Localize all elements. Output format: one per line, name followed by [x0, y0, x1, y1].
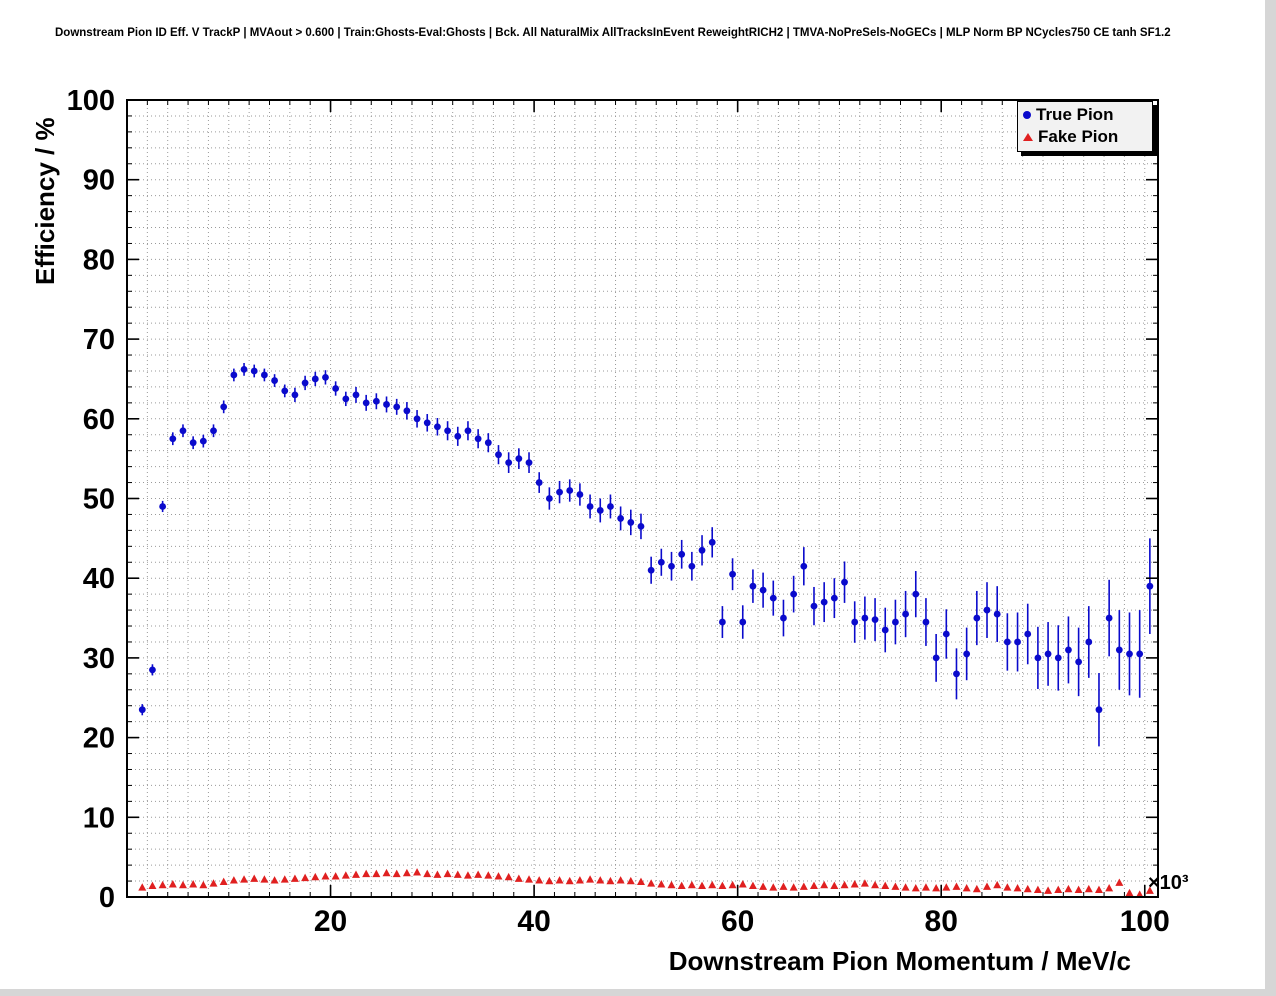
- y-tick-label: 80: [83, 244, 115, 276]
- y-tick-label: 100: [67, 85, 115, 117]
- canvas-bevel-right: [1265, 0, 1276, 996]
- true-pion-points: [138, 363, 1154, 747]
- y-tick-label: 50: [83, 484, 115, 516]
- y-tick-label: 0: [99, 882, 115, 914]
- y-tick-label: 20: [83, 723, 115, 755]
- legend: True Pion Fake Pion: [1017, 101, 1153, 152]
- y-tick-label: 70: [83, 324, 115, 356]
- y-tick-label: 60: [83, 404, 115, 436]
- true-pion-marker-icon: [1023, 111, 1031, 119]
- x-tick-label: 100: [1120, 905, 1170, 938]
- fake-pion-marker-icon: [1023, 133, 1033, 141]
- tick-labels: 0 10 20 30 40 50 60 70 80 90 100 20 40 60 80 100: [67, 85, 1170, 938]
- x-tick-label: 60: [721, 905, 754, 938]
- y-tick-label: 30: [83, 643, 115, 675]
- fake-pion-points: [138, 868, 1154, 897]
- x-axis-multiplier: ×10³: [1148, 872, 1189, 894]
- x-tick-label: 40: [517, 905, 550, 938]
- y-axis-title: Efficiency / %: [30, 117, 60, 285]
- plot-title: Downstream Pion ID Eff. V TrackP | MVAou…: [55, 27, 1171, 39]
- axis-ticks: [127, 100, 1158, 897]
- y-tick-label: 10: [83, 802, 115, 834]
- plot-frame-bg: [127, 100, 1158, 897]
- legend-item-true-pion: True Pion: [1018, 104, 1152, 126]
- x-axis-title: Downstream Pion Momentum / MeV/c: [668, 946, 1131, 976]
- y-tick-label: 90: [83, 165, 115, 197]
- x-tick-label: 20: [314, 905, 347, 938]
- legend-label-fake-pion: Fake Pion: [1038, 127, 1119, 146]
- x-tick-label: 80: [925, 905, 958, 938]
- y-tick-label: 40: [83, 563, 115, 595]
- canvas-bevel-bottom: [0, 989, 1276, 996]
- legend-label-true-pion: True Pion: [1036, 105, 1114, 124]
- grid: [127, 100, 1158, 897]
- legend-item-fake-pion: Fake Pion: [1018, 126, 1152, 148]
